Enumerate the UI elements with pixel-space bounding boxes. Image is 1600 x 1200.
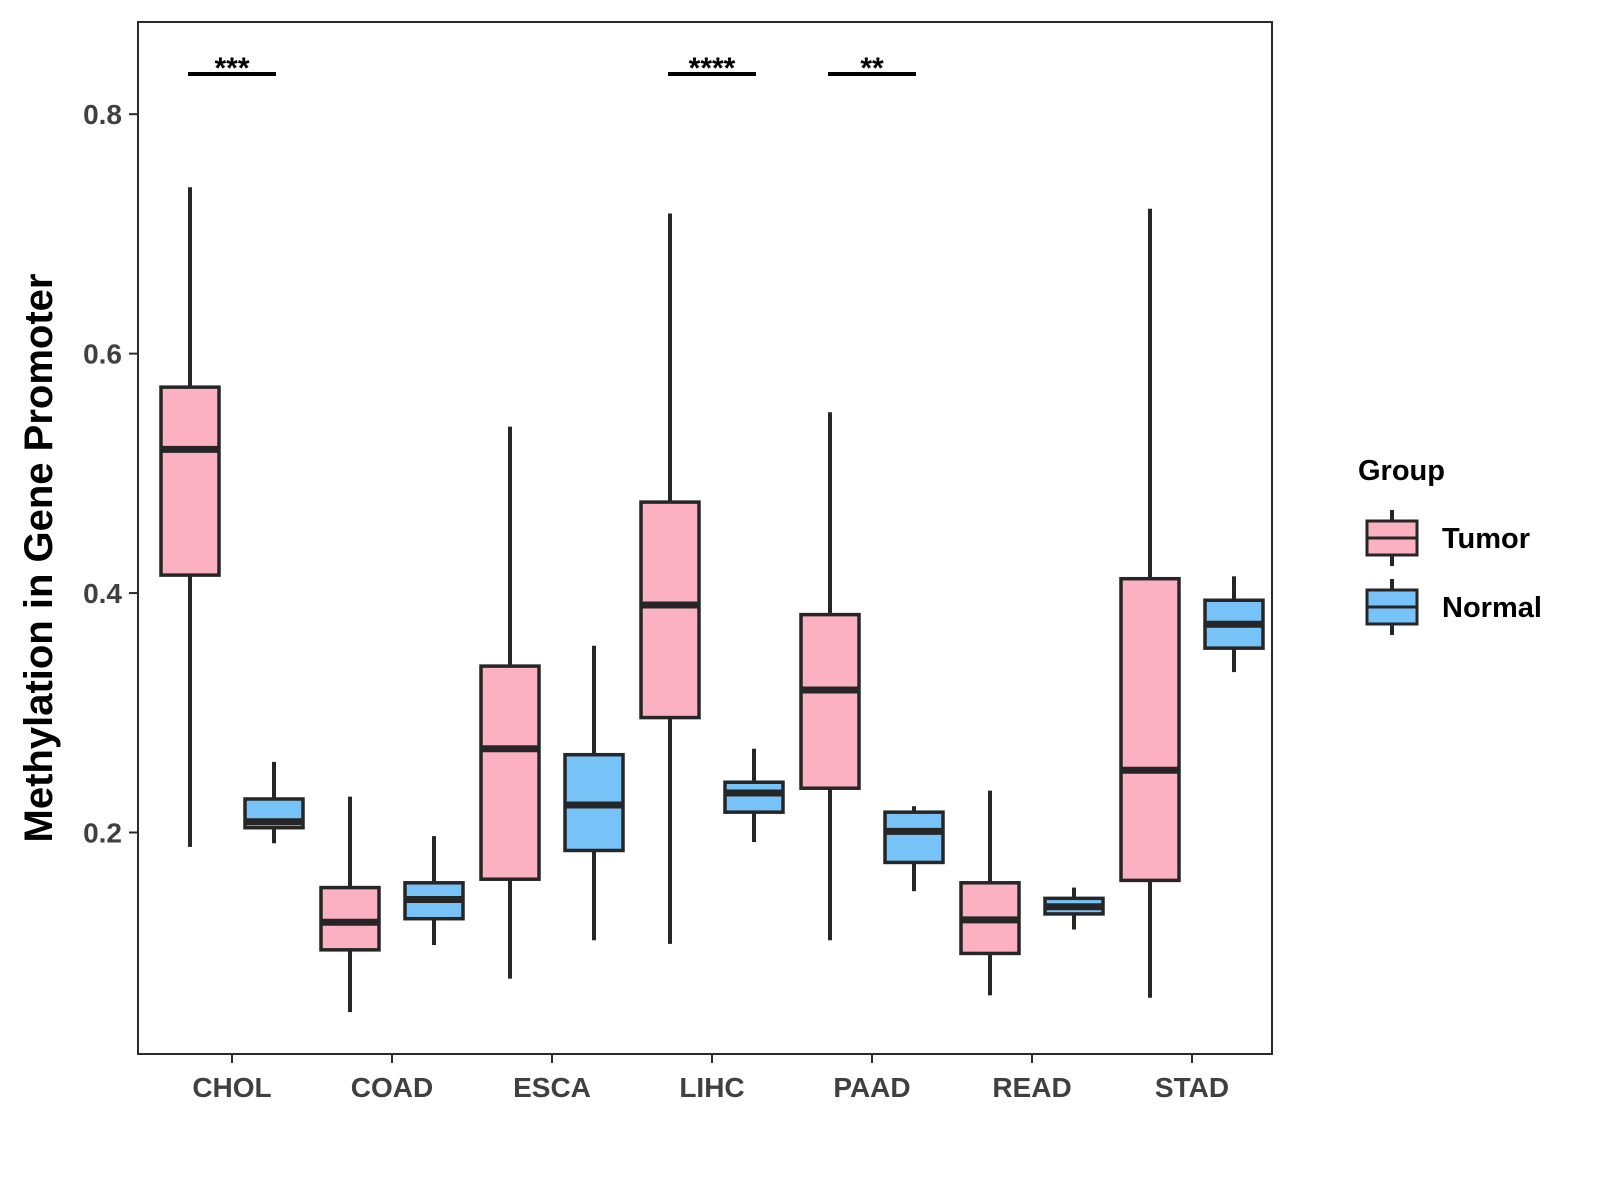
legend-entry-normal: Normal: [1365, 579, 1542, 635]
significance-label: ***: [214, 52, 249, 85]
legend-entry-tumor: Tumor: [1365, 510, 1530, 566]
x-tick-label: STAD: [1155, 1072, 1229, 1103]
legend-title: Group: [1358, 455, 1445, 487]
iqr-box: [883, 810, 945, 865]
x-tick-label: LIHC: [679, 1072, 744, 1103]
box-esca-tumor: [479, 426, 541, 979]
significance-chol: ***: [188, 52, 276, 85]
iqr-box: [639, 500, 701, 720]
box-chol-tumor: [159, 187, 221, 847]
y-tick-label: 0.4: [83, 578, 122, 609]
box-read-tumor: [959, 790, 1021, 996]
plot-area: *** **** **: [159, 52, 1265, 1013]
significance-paad: **: [828, 52, 916, 85]
x-tick-label: READ: [992, 1072, 1071, 1103]
iqr-box: [479, 664, 541, 881]
legend-label: Tumor: [1442, 523, 1530, 555]
iqr-box: [319, 885, 381, 952]
y-tick-label: 0.6: [83, 339, 122, 370]
axes: 0.2 0.4 0.6 0.8 CHOL COAD ESCA LIHC PAAD READ STAD: [83, 99, 1229, 1103]
x-tick-label: ESCA: [513, 1072, 591, 1103]
box-coad-normal: [403, 836, 465, 946]
y-axis-title: Methylation in Gene Promoter: [17, 274, 61, 843]
box-chol-normal: [243, 761, 305, 844]
significance-lihc: ****: [668, 52, 756, 85]
x-tick-label: CHOL: [192, 1072, 271, 1103]
y-tick-label: 0.2: [83, 818, 122, 849]
significance-label: ****: [689, 52, 736, 85]
iqr-box: [159, 385, 221, 577]
box-paad-normal: [883, 806, 945, 892]
legend: Group Tumor Normal: [1358, 455, 1542, 635]
box-esca-normal: [563, 645, 625, 941]
box-stad-tumor: [1119, 208, 1181, 998]
y-tick-label: 0.8: [83, 99, 122, 130]
box-lihc-tumor: [639, 213, 701, 944]
iqr-box: [799, 612, 861, 790]
iqr-box: [1119, 576, 1181, 883]
iqr-box: [723, 780, 785, 814]
box-stad-normal: [1203, 576, 1265, 673]
box-coad-tumor: [319, 796, 381, 1013]
box-read-normal: [1043, 887, 1105, 930]
x-tick-label: PAAD: [833, 1072, 910, 1103]
box-lihc-normal: [723, 748, 785, 843]
panel-border: [137, 21, 1273, 1055]
box-paad-tumor: [799, 412, 861, 941]
legend-label: Normal: [1442, 592, 1542, 624]
significance-label: **: [860, 52, 884, 85]
x-tick-label: COAD: [351, 1072, 433, 1103]
